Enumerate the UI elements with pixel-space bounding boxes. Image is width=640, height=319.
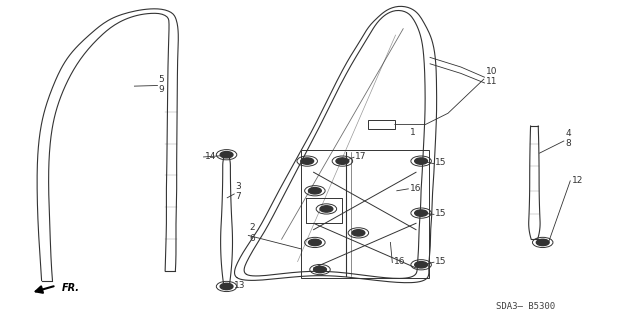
Text: SDA3– B5300: SDA3– B5300 — [496, 302, 555, 311]
Text: 12: 12 — [572, 176, 583, 185]
Circle shape — [336, 158, 349, 164]
Circle shape — [220, 283, 233, 290]
Text: 2
6: 2 6 — [250, 223, 255, 242]
Text: 16: 16 — [410, 184, 421, 193]
Circle shape — [536, 239, 549, 246]
Text: 15: 15 — [435, 209, 447, 218]
Text: 17: 17 — [355, 152, 367, 161]
Text: 5
9: 5 9 — [159, 75, 164, 94]
Bar — [301, 150, 429, 278]
Text: 13: 13 — [234, 281, 245, 290]
Text: FR.: FR. — [61, 283, 79, 293]
Text: 4
8: 4 8 — [565, 129, 571, 148]
Circle shape — [301, 158, 314, 164]
Text: 10
11: 10 11 — [486, 67, 498, 86]
Circle shape — [352, 230, 365, 236]
Circle shape — [415, 262, 428, 268]
Text: 1: 1 — [410, 128, 415, 137]
Circle shape — [308, 239, 321, 246]
Circle shape — [415, 210, 428, 216]
Bar — [368, 120, 395, 129]
Text: 16: 16 — [394, 257, 405, 266]
Text: 15: 15 — [435, 158, 447, 167]
Circle shape — [415, 158, 428, 164]
Circle shape — [314, 266, 326, 273]
Text: 15: 15 — [435, 257, 447, 266]
Circle shape — [220, 152, 233, 158]
Text: 14: 14 — [205, 152, 216, 161]
Text: 3
7: 3 7 — [236, 182, 241, 201]
Circle shape — [320, 206, 333, 212]
Circle shape — [308, 188, 321, 194]
